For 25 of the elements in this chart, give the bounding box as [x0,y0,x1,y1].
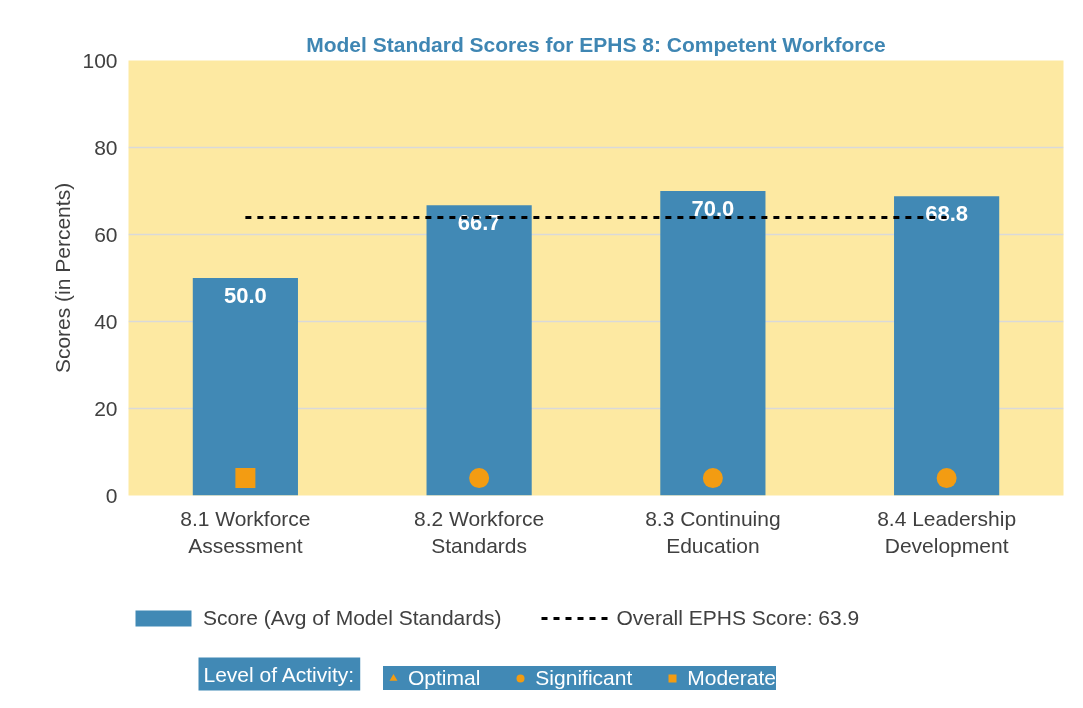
legend-label: Significant [535,666,633,690]
bar [426,205,532,496]
x-tick-label: 8.1 Workforce Assessment [180,506,311,558]
y-tick-label: 40 [94,309,118,333]
bar [192,278,298,496]
data-label: 50.0 [223,283,267,308]
data-label: 68.8 [925,201,969,227]
y-tick-label: 100 [82,48,118,72]
legend-label: Optimal [408,666,481,690]
x-tick-label: 8.2 Workforce Standards [413,506,545,558]
bar [894,196,1000,496]
legend-label: Overall EPHS Score: 63.9 [616,606,860,630]
x-tick-label: 8.3 Continuing Education [645,506,781,558]
legend-label: Moderate [687,666,776,690]
y-tick-label: 80 [94,135,118,159]
legend-label: Score (Avg of Model Standards) [203,606,502,630]
x-tick-label: 8.4 Leadership Development [877,506,1017,558]
data-label: 70.0 [691,196,735,221]
y-tick-label: 60 [94,222,118,246]
chart-title: Model Standard Scores for EPHS 8: Competent Workforce [306,32,886,56]
legend-title: Level of Activity: [203,662,355,686]
y-axis-title: Scores (in Percents) [51,182,75,374]
y-tick-label: 0 [105,483,118,507]
y-tick-label: 20 [94,396,118,420]
bar [660,191,766,496]
